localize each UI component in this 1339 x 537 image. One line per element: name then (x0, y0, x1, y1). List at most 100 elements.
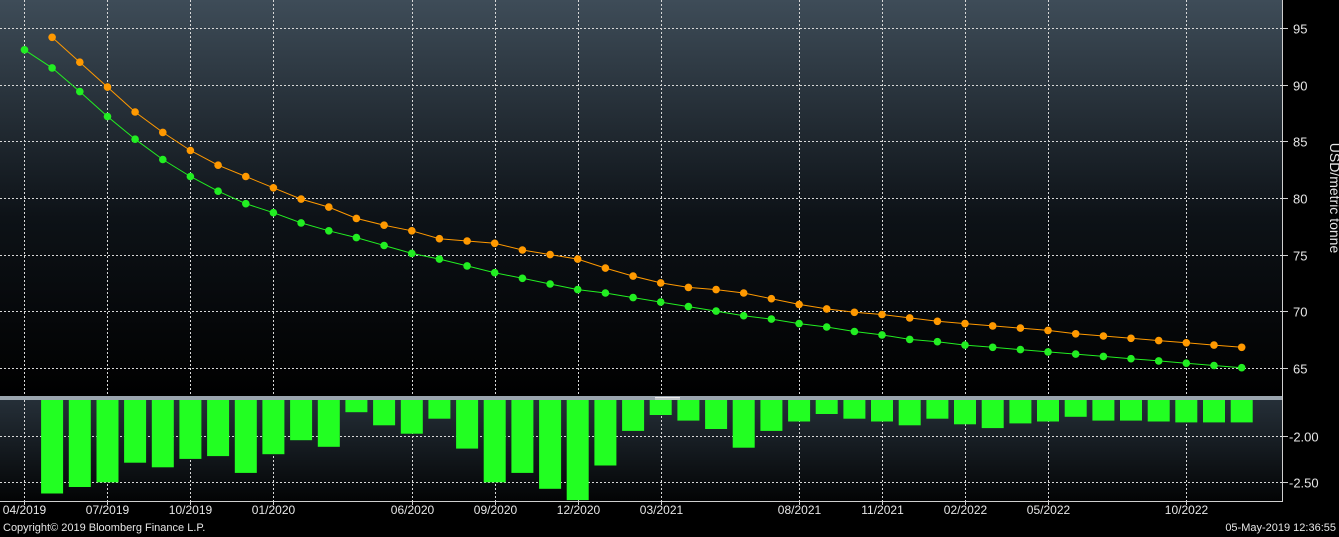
series-point (684, 302, 693, 311)
series-point (380, 221, 388, 229)
bar (317, 400, 340, 447)
axis-labels: 04/2019 07/2019 10/2019 01/2020 06/2020 09/20… (3, 22, 1319, 518)
bar (1037, 400, 1059, 422)
bar (732, 400, 755, 448)
series-point (48, 64, 56, 72)
series-point (76, 87, 84, 96)
series-point (1237, 363, 1246, 372)
series-point (490, 268, 499, 277)
x-tick-label: 04/2019 (3, 503, 47, 517)
bar (954, 400, 976, 425)
bar (926, 400, 949, 419)
series-point (656, 298, 665, 306)
x-tick-label: 03/2021 (640, 503, 684, 517)
series-point (795, 319, 803, 328)
series-point (435, 234, 444, 243)
series-point (878, 310, 886, 319)
series-point (214, 187, 222, 195)
bar (400, 400, 423, 434)
series-point (795, 300, 803, 309)
series-point (518, 246, 527, 254)
series-point (739, 311, 748, 320)
bar (1092, 400, 1115, 421)
series-point (822, 305, 831, 313)
series-point (1182, 359, 1191, 368)
bar (1203, 400, 1225, 423)
series-point (490, 239, 499, 248)
series-point (933, 337, 942, 346)
series-point (408, 227, 416, 235)
bar (151, 400, 174, 468)
series-point (767, 315, 776, 323)
y-tick-label: 70 (1293, 305, 1307, 320)
series-point (186, 172, 195, 181)
timestamp-text: 05-May-2019 12:36:55 (1225, 522, 1336, 534)
series-point (1127, 354, 1135, 363)
copyright-text: Copyright© 2019 Bloomberg Finance L.P. (3, 522, 206, 534)
x-tick-label: 01/2020 (252, 503, 296, 517)
bar (1175, 400, 1198, 423)
bar (124, 400, 147, 463)
bar (788, 400, 811, 422)
series-point (242, 172, 250, 181)
y-tick-label: 75 (1293, 249, 1307, 264)
series-point (546, 280, 554, 288)
series-point (1016, 345, 1025, 354)
series-point (905, 314, 914, 322)
bar (898, 400, 921, 426)
bar (871, 400, 893, 422)
series-point (352, 214, 361, 223)
series-point (463, 237, 471, 245)
bar (1009, 400, 1032, 424)
bar (1230, 400, 1253, 423)
bar (262, 400, 285, 455)
series-point (878, 331, 886, 339)
y-tick-label: 90 (1293, 79, 1307, 94)
x-tick-label: 11/2021 (861, 503, 904, 517)
series-point (269, 184, 278, 192)
bar (179, 400, 202, 459)
series-point (573, 255, 582, 263)
series-point (1071, 350, 1080, 358)
bar (677, 400, 700, 421)
panel-divider (0, 396, 1282, 400)
series-point (573, 285, 582, 294)
series-point (961, 341, 969, 349)
series-point (435, 255, 444, 263)
series-point (961, 319, 969, 328)
bar (760, 400, 783, 431)
series-point (656, 279, 665, 287)
bar (41, 400, 64, 494)
y-tick-label: 85 (1293, 135, 1307, 150)
bar (96, 400, 119, 483)
series-point (1210, 341, 1218, 349)
y-tick-label: 95 (1293, 22, 1307, 37)
bar (373, 400, 396, 426)
series-point (712, 307, 720, 315)
bar (566, 400, 589, 501)
price-series-points (20, 33, 1246, 372)
bar (1120, 400, 1142, 421)
x-tick-label: 06/2020 (391, 503, 435, 517)
series-point (103, 112, 112, 121)
series-point (1099, 352, 1108, 361)
bar (68, 400, 91, 487)
series-point (629, 293, 637, 302)
series-point (712, 285, 720, 294)
series-point (48, 33, 56, 42)
bar (981, 400, 1004, 429)
series-point (131, 108, 139, 116)
series-point (988, 343, 997, 352)
bar (539, 400, 562, 489)
series-point (1237, 343, 1246, 352)
series-point (1044, 348, 1052, 356)
bar (290, 400, 313, 441)
bar (815, 400, 838, 414)
series-point (1127, 334, 1135, 343)
x-tick-label: 07/2019 (86, 503, 130, 517)
bar (594, 400, 617, 466)
series-point (1154, 357, 1163, 365)
bar (843, 400, 866, 419)
y-tick-label: 80 (1293, 192, 1307, 207)
